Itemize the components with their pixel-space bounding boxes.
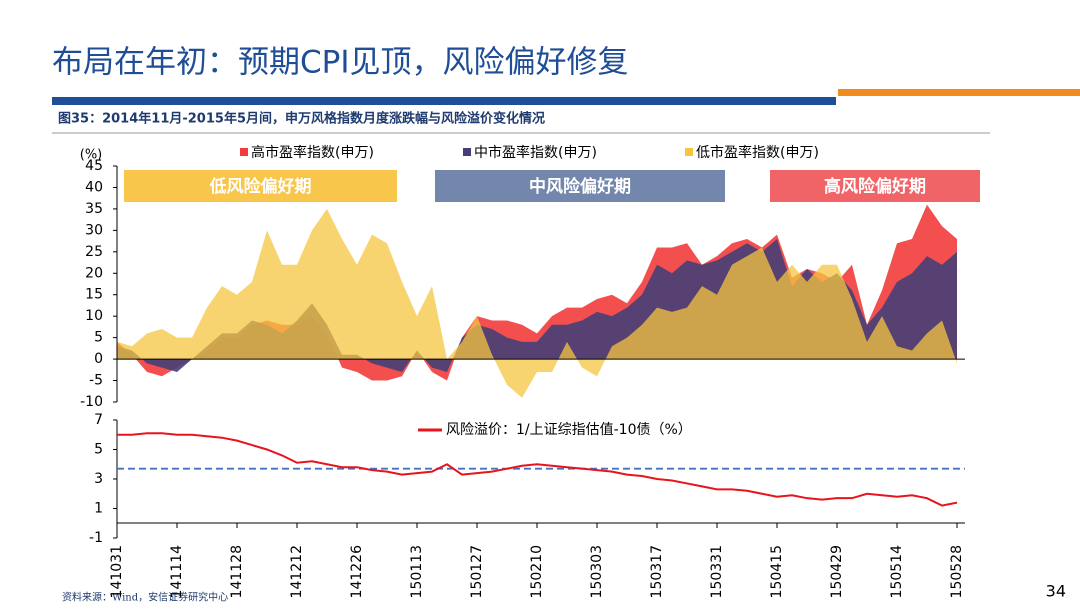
x-tick-label: 150429 [829, 545, 845, 598]
x-tick-label: 141226 [349, 545, 365, 599]
y-tick-label: 15 [85, 287, 103, 303]
x-tick-label: 150331 [709, 545, 725, 598]
x-tick-label: 150210 [529, 545, 545, 598]
x-tick-label: 150317 [649, 545, 665, 598]
y-axis-label: (%) [80, 148, 103, 163]
page-number: 34 [1046, 582, 1066, 601]
x-tick-label: 150514 [889, 545, 905, 599]
slide-title: 布局在年初：预期CPI见顶，风险偏好修复 [52, 45, 628, 81]
y-tick-label: -10 [80, 394, 103, 410]
legend-label: 低市盈率指数(申万) [696, 144, 819, 161]
period-label: 高风险偏好期 [824, 176, 926, 197]
y-tick-label: 25 [85, 244, 103, 260]
figure-caption: 图35：2014年11月-2015年5月间，申万风格指数月度涨跌幅与风险溢价变化… [58, 111, 545, 127]
y-tick-label: 10 [85, 308, 103, 324]
y-tick-label: 45 [85, 158, 103, 174]
y-tick-label: 30 [85, 222, 103, 238]
y-tick-label: 40 [85, 179, 103, 195]
y-tick-label: 20 [85, 265, 103, 281]
y-tick-label: 1 [94, 501, 103, 517]
x-tick-label: 150528 [949, 545, 965, 598]
y-tick-label: 5 [94, 330, 103, 346]
y-tick-label: -1 [89, 530, 103, 546]
legend-label: 风险溢价：1/上证综指估值-10债（%） [446, 422, 692, 438]
y-tick-label: 5 [94, 442, 103, 458]
x-tick-label: 150303 [589, 545, 605, 598]
legend-label: 中市盈率指数(申万) [474, 144, 597, 161]
source-note: 资料来源：Wind，安信证券研究中心 [62, 591, 228, 604]
accent-bar [838, 89, 1080, 96]
y-tick-label: 35 [85, 201, 103, 217]
x-tick-label: 141212 [289, 545, 305, 598]
period-label: 低风险偏好期 [209, 176, 312, 197]
legend-swatch [240, 148, 248, 156]
x-tick-label: 141128 [229, 545, 245, 598]
period-banner [770, 170, 980, 202]
legend-swatch [463, 148, 471, 156]
y-tick-label: 3 [94, 471, 103, 487]
y-tick-label: 7 [94, 412, 103, 428]
title-bar [52, 97, 836, 105]
legend-label: 高市盈率指数(申万) [251, 144, 374, 161]
area [117, 208, 957, 398]
period-banner [435, 170, 725, 202]
period-label: 中风险偏好期 [529, 176, 631, 197]
legend-swatch [685, 148, 693, 156]
x-tick-label: 150415 [769, 545, 785, 598]
x-tick-label: 141114 [169, 545, 185, 599]
x-tick-label: 150127 [469, 545, 485, 598]
line [117, 432, 958, 507]
y-tick-label: -5 [89, 373, 103, 389]
x-tick-label: 150113 [409, 545, 425, 598]
y-tick-label: 0 [94, 351, 103, 367]
x-tick-label: 141031 [109, 545, 125, 598]
period-banner [124, 170, 397, 202]
